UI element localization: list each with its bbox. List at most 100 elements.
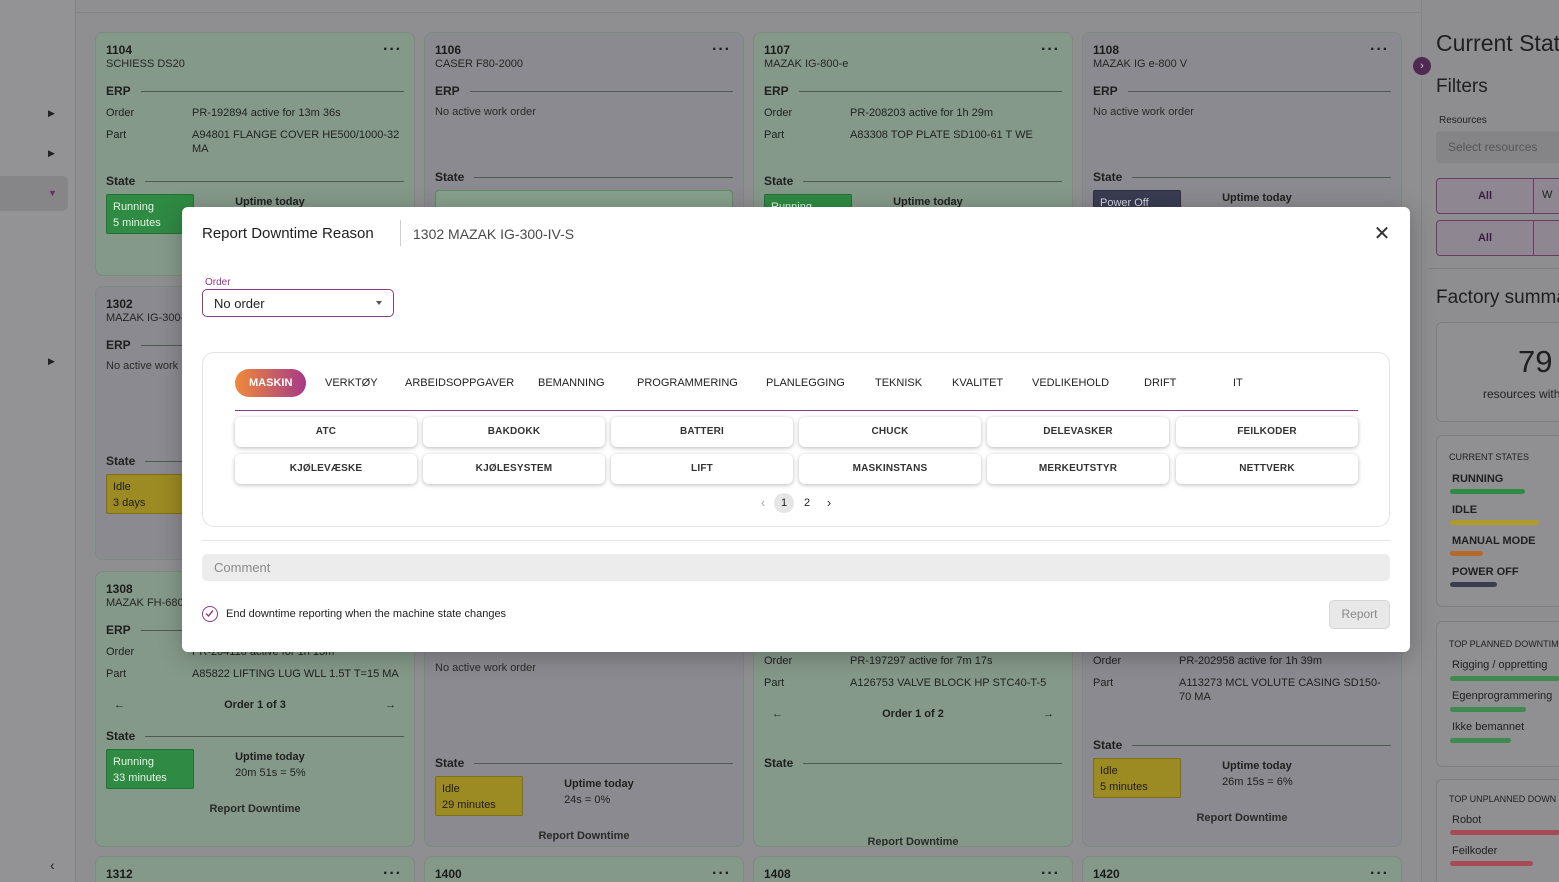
divider [202, 540, 1390, 541]
planned-item: Ikke bemannet [1452, 721, 1525, 733]
order-value: PR-197297 active for 7m 17s [850, 655, 993, 667]
page-button[interactable]: 2 [803, 497, 811, 509]
reason-button[interactable]: NETTVERK [1176, 454, 1358, 484]
part-value: A94801 FLANGE COVER HE500/1000-32 MA [192, 129, 400, 155]
current-state-panel: Current State Filters Resources Select r… [1421, 0, 1559, 882]
section-state: State [106, 729, 136, 743]
report-downtime-button[interactable]: Report Downtime [867, 836, 959, 847]
section-erp: ERP [106, 623, 131, 637]
order-select[interactable]: No order [202, 289, 394, 317]
card-name: MAZAK IG-800-e [764, 58, 849, 70]
reason-button[interactable]: KJØLESYSTEM [423, 454, 605, 484]
page-next-icon[interactable]: › [826, 495, 832, 510]
report-downtime-button[interactable]: Report Downtime [538, 830, 630, 842]
card-id: 1104 [106, 43, 133, 57]
page-prev-icon[interactable]: ‹ [760, 495, 766, 510]
more-options-icon[interactable]: ··· [383, 41, 402, 58]
order-prev-icon[interactable]: ← [114, 699, 125, 711]
tab-programmering[interactable]: PROGRAMMERING [637, 377, 738, 389]
toggle-all[interactable]: All [1437, 221, 1534, 255]
sidebar-active-item[interactable] [0, 176, 68, 211]
more-options-icon[interactable]: ··· [383, 865, 402, 882]
reason-button[interactable]: BATTERI [611, 417, 793, 447]
end-reporting-checkbox[interactable] [202, 606, 218, 622]
report-downtime-button[interactable]: Report Downtime [1196, 812, 1288, 824]
uptime-label: Uptime today [893, 196, 963, 208]
uptime-label: Uptime today [1222, 760, 1292, 772]
tab-bemanning[interactable]: BEMANNING [538, 377, 605, 389]
reason-button[interactable]: MASKINSTANS [799, 454, 981, 484]
close-icon[interactable]: ✕ [1373, 223, 1391, 245]
comment-input[interactable]: Comment [202, 554, 1390, 581]
reason-button[interactable]: KJØLEVÆSKE [235, 454, 417, 484]
more-options-icon[interactable]: ··· [1370, 865, 1389, 882]
tab-arbeidsoppgaver[interactable]: ARBEIDSOPPGAVER [405, 377, 515, 389]
collapse-arrow-icon[interactable]: ▼ [48, 188, 57, 198]
toggle-other[interactable]: W [1542, 189, 1553, 201]
expand-arrow-icon[interactable]: ▶ [48, 148, 55, 158]
unplanned-item: Feilkoder [1452, 845, 1498, 857]
reason-button[interactable]: ATC [235, 417, 417, 447]
report-button[interactable]: Report [1329, 600, 1390, 629]
power-off-bar [1450, 582, 1497, 587]
reason-button[interactable]: MERKEUTSTYR [987, 454, 1169, 484]
reason-button[interactable]: DELEVASKER [987, 417, 1169, 447]
top-planned-heading: TOP PLANNED DOWNTIM [1449, 639, 1559, 649]
page-button[interactable]: 1 [774, 493, 794, 513]
tab-planlegging[interactable]: PLANLEGGING [766, 377, 845, 389]
report-downtime-button[interactable]: Report Downtime [209, 803, 301, 815]
chevron-right-icon[interactable]: › [1413, 57, 1431, 75]
card-id: 1420 [1093, 867, 1120, 881]
expand-arrow-icon[interactable]: ▶ [48, 108, 55, 118]
reason-button[interactable]: FEILKODER [1176, 417, 1358, 447]
more-options-icon[interactable]: ··· [1370, 41, 1389, 58]
tab-drift[interactable]: DRIFT [1144, 377, 1177, 389]
card-name: MAZAK IG e-800 V [1093, 58, 1188, 70]
panel-title: Current State [1436, 30, 1559, 56]
state-pill: Running 5 minutes [106, 194, 194, 234]
order-next-icon[interactable]: → [385, 699, 396, 711]
more-options-icon[interactable]: ··· [1041, 41, 1060, 58]
machine-card: 1312 ··· [95, 856, 415, 882]
machine-card: 1420 ··· [1082, 856, 1402, 882]
order-select-value: No order [214, 296, 265, 311]
reason-button[interactable]: LIFT [611, 454, 793, 484]
end-reporting-label: End downtime reporting when the machine … [226, 608, 507, 620]
header-divider [76, 12, 1421, 13]
dialog-title: Report Downtime Reason [202, 225, 374, 242]
unplanned-bar [1450, 830, 1559, 835]
tab-verktoy[interactable]: VERKTØY [325, 377, 378, 389]
uptime-value: 26m 15s = 6% [1222, 776, 1293, 788]
order-value: PR-202958 active for 1h 39m [1179, 655, 1323, 667]
order-key: Order [106, 107, 135, 119]
planned-item: Rigging / oppretting [1452, 659, 1548, 671]
card-id: 1302 [106, 297, 133, 311]
more-options-icon[interactable]: ··· [1041, 865, 1060, 882]
reason-button[interactable]: CHUCK [799, 417, 981, 447]
order-prev-icon[interactable]: ← [772, 708, 783, 720]
section-erp: ERP [106, 338, 131, 352]
tab-teknisk[interactable]: TEKNISK [875, 377, 923, 389]
tab-kvalitet[interactable]: KVALITET [952, 377, 1004, 389]
expand-arrow-icon[interactable]: ▶ [48, 356, 55, 366]
state-manual: MANUAL MODE [1452, 535, 1536, 547]
filter-toggle[interactable]: All W [1436, 178, 1559, 214]
card-id: 1106 [435, 43, 462, 57]
chevron-left-icon[interactable]: ‹ [50, 857, 55, 873]
resources-select[interactable]: Select resources [1436, 131, 1559, 163]
more-options-icon[interactable]: ··· [712, 865, 731, 882]
filter-toggle[interactable]: All [1436, 220, 1559, 256]
order-next-icon[interactable]: → [1043, 708, 1054, 720]
more-options-icon[interactable]: ··· [712, 41, 731, 58]
tab-maskin[interactable]: MASKIN [235, 369, 307, 397]
section-state: State [764, 756, 794, 770]
card-id: 1408 [764, 867, 791, 881]
card-id: 1108 [1093, 43, 1120, 57]
uptime-label: Uptime today [1222, 192, 1292, 204]
reason-button[interactable]: BAKDOKK [423, 417, 605, 447]
card-id: 1308 [106, 582, 133, 596]
tab-vedlikehold[interactable]: VEDLIKEHOLD [1032, 377, 1110, 389]
toggle-all[interactable]: All [1437, 179, 1534, 213]
tab-it[interactable]: IT [1233, 377, 1243, 389]
order-value: PR-208203 active for 1h 29m [850, 107, 994, 119]
